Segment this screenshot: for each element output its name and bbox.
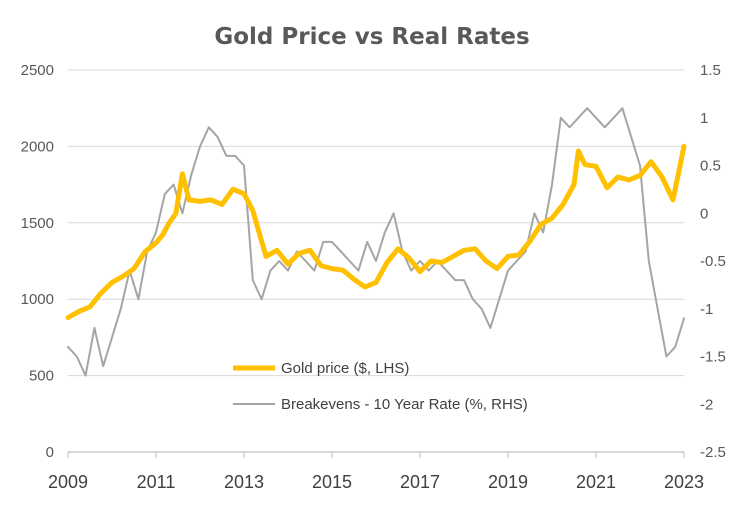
chart-title: Gold Price vs Real Rates xyxy=(214,24,529,50)
legend: Gold price ($, LHS) Breakevens - 10 Year… xyxy=(233,360,528,413)
left-tick-label: 1500 xyxy=(21,215,54,232)
x-tick-label: 2009 xyxy=(48,472,88,492)
series-line-breakevens xyxy=(67,107,685,377)
x-tick-label: 2013 xyxy=(224,472,264,492)
x-tick-label: 2011 xyxy=(137,472,176,492)
left-axis-ticks: 0 500 1000 1500 2000 2500 xyxy=(21,62,54,461)
x-tick-label: 2017 xyxy=(400,472,440,492)
x-axis-ticks: 2009 2011 2013 2015 2017 2019 2021 2023 xyxy=(48,452,704,492)
x-tick-label: 2023 xyxy=(664,472,704,492)
right-tick-label: 1 xyxy=(700,110,708,127)
left-tick-label: 0 xyxy=(46,444,54,461)
x-tick-label: 2015 xyxy=(312,472,352,492)
series-line-gold-price xyxy=(65,143,687,320)
right-tick-label: -2.5 xyxy=(700,444,726,461)
series-layer xyxy=(65,107,687,377)
legend-label-breakevens: Breakevens - 10 Year Rate (%, RHS) xyxy=(281,396,528,413)
left-tick-label: 2000 xyxy=(21,138,54,155)
x-tick-label: 2021 xyxy=(576,472,616,492)
right-tick-label: 1.5 xyxy=(700,62,721,79)
right-tick-label: -1 xyxy=(700,301,713,318)
left-tick-label: 2500 xyxy=(21,62,54,79)
right-tick-label: 0.5 xyxy=(700,158,721,175)
right-tick-label: -0.5 xyxy=(700,253,726,270)
legend-label-gold: Gold price ($, LHS) xyxy=(281,360,409,377)
left-tick-label: 500 xyxy=(29,368,54,385)
gridlines xyxy=(68,69,684,377)
right-tick-label: -2 xyxy=(700,396,713,413)
x-tick-label: 2019 xyxy=(488,472,528,492)
right-tick-label: -1.5 xyxy=(700,349,726,366)
right-axis-ticks: -2.5 -2 -1.5 -1 -0.5 0 0.5 1 1.5 xyxy=(700,62,726,461)
left-tick-label: 1000 xyxy=(21,291,54,308)
right-tick-label: 0 xyxy=(700,205,708,222)
